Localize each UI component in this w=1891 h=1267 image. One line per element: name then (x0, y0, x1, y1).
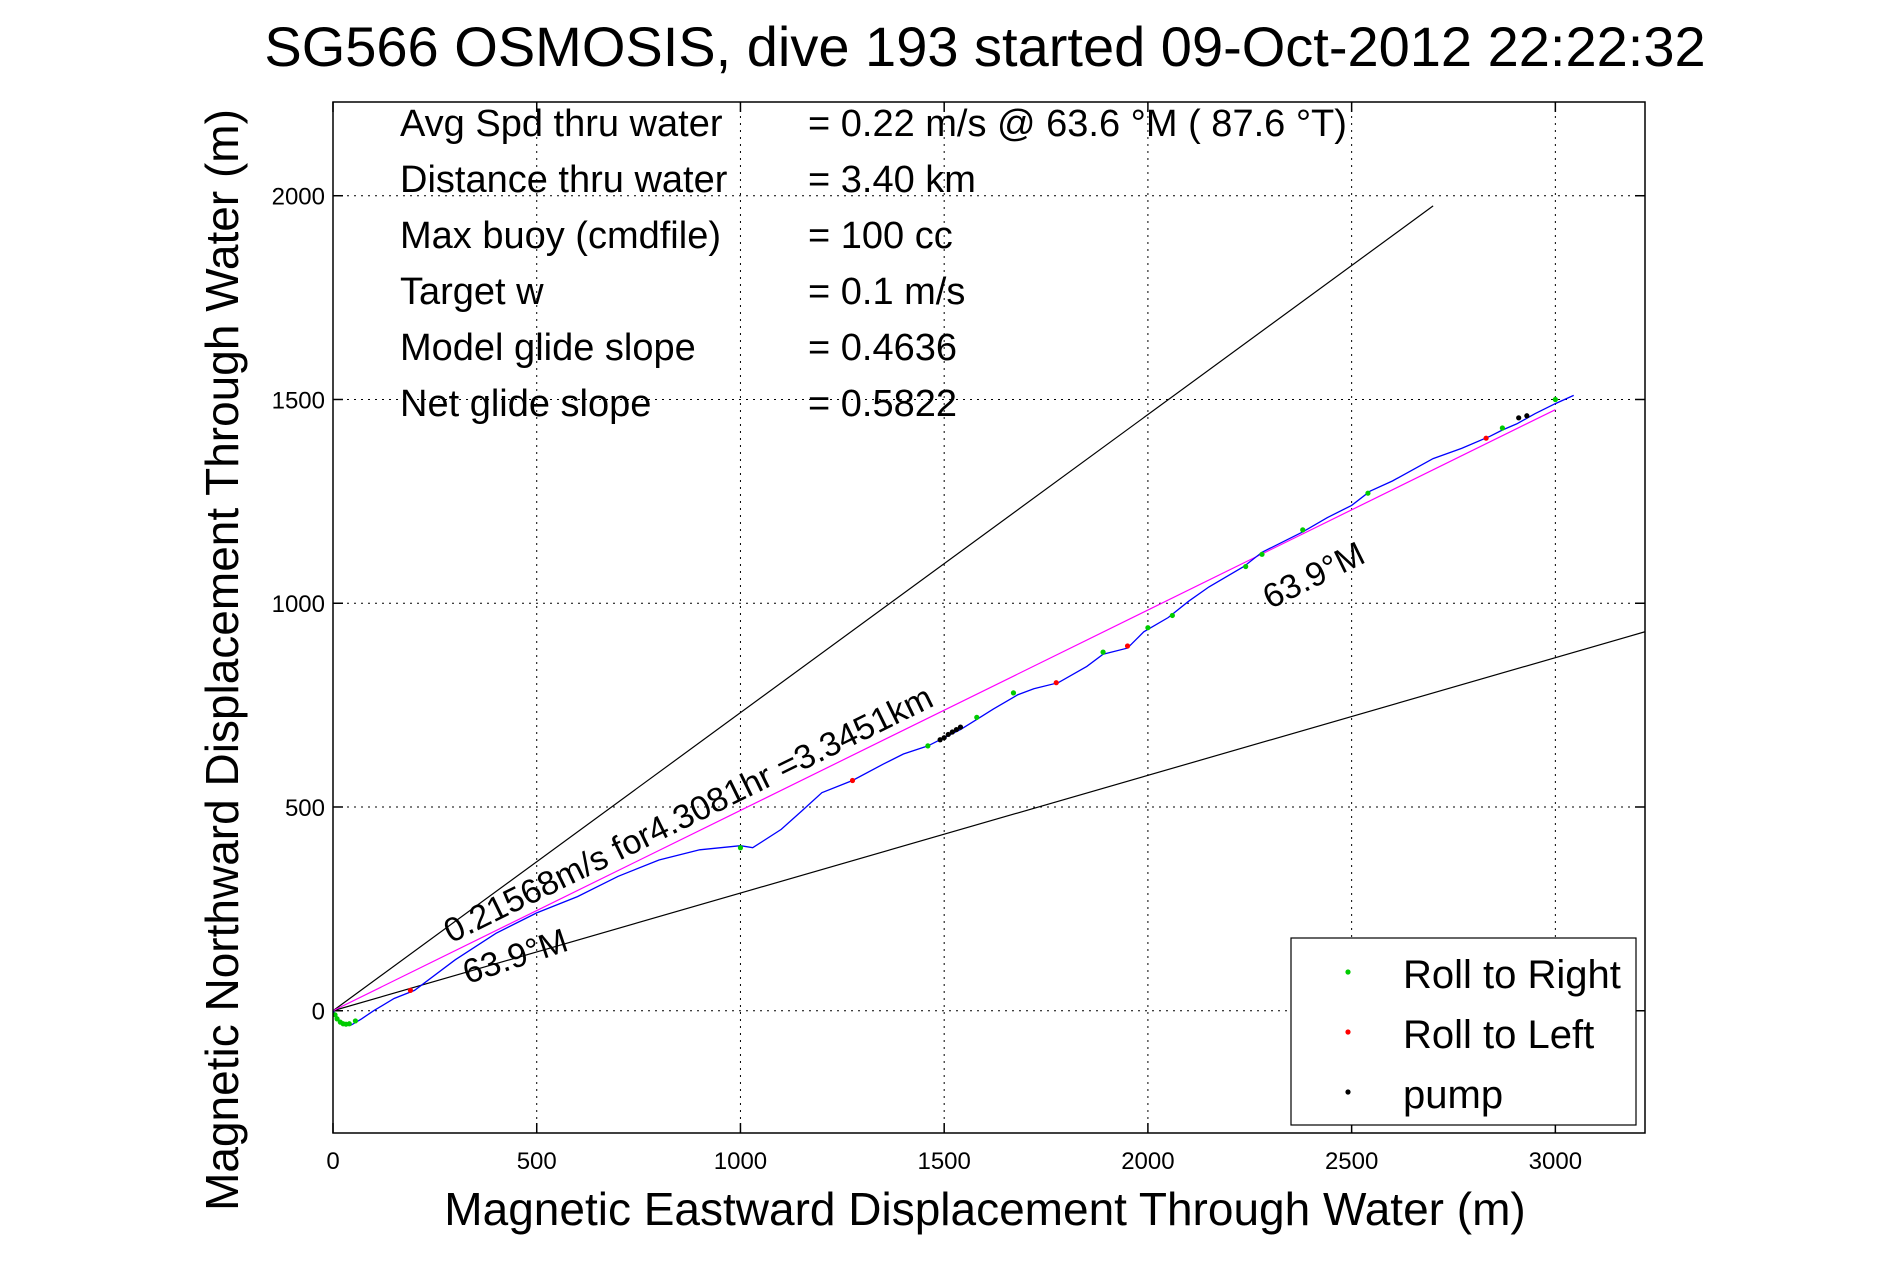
roll-to-right-point (1010, 690, 1017, 696)
roll-to-right-point (1145, 625, 1151, 631)
roll-to-left-point (1053, 680, 1059, 686)
info-value: = 3.40 km (808, 159, 976, 201)
info-label: Target w (400, 271, 544, 313)
roll-to-right-point (346, 1021, 352, 1027)
x-tick-label: 1500 (917, 1148, 970, 1175)
x-tick-label: 0 (326, 1148, 339, 1175)
pump-point (1516, 415, 1522, 421)
roll-to-right-point (334, 1016, 340, 1022)
legend-label: Roll to Left (1403, 1013, 1594, 1057)
roll-to-left-point (849, 777, 856, 784)
info-label: Model glide slope (400, 327, 696, 369)
x-axis-label: Magnetic Eastward Displacement Through W… (444, 1183, 1525, 1235)
info-value: = 100 cc (808, 215, 953, 257)
y-axis-label: Magnetic Northward Displacement Through … (196, 109, 248, 1211)
roll-to-right-point (925, 743, 931, 749)
roll-to-right-point (1169, 612, 1175, 619)
marker-layer (332, 396, 1558, 1027)
info-label: Net glide slope (400, 383, 651, 425)
y-tick-label: 1500 (272, 387, 325, 414)
x-tick-label: 2000 (1121, 1148, 1174, 1175)
reference-line-lower-bound (332, 631, 1646, 1012)
info-label: Avg Spd thru water (400, 103, 723, 145)
track-line (332, 394, 1574, 1026)
info-block: Avg Spd thru water = 0.22 m/s @ 63.6 °M (… (400, 103, 1347, 425)
roll-to-right-point (1100, 649, 1106, 655)
pump-point (957, 724, 964, 730)
x-tick-label: 500 (517, 1148, 557, 1175)
chart-title: SG566 OSMOSIS, dive 193 started 09-Oct-2… (264, 15, 1705, 78)
y-tick-label: 2000 (272, 184, 325, 211)
roll-to-right-point (352, 1018, 359, 1024)
legend-label: pump (1403, 1073, 1503, 1117)
roll-to-right-point (1365, 490, 1371, 496)
pump-point (1524, 413, 1530, 419)
roll-to-right-point (1499, 425, 1505, 431)
roll-to-right-point (974, 714, 980, 720)
legend: Roll to Right Roll to Left pump (1290, 937, 1637, 1126)
reference-line-upper-bound (332, 205, 1434, 1012)
info-value: = 0.22 m/s @ 63.6 °M ( 87.6 °T) (808, 103, 1347, 145)
x-tick-label: 1000 (714, 1148, 767, 1175)
pump-point (937, 737, 943, 743)
pump-point (945, 731, 951, 738)
info-value: = 0.1 m/s (808, 271, 965, 313)
roll-to-right-point (737, 845, 744, 851)
reference-line-mean-heading (332, 409, 1556, 1012)
y-tick-label: 500 (285, 795, 325, 822)
pump-point (949, 729, 955, 735)
x-tick-label: 2500 (1325, 1148, 1378, 1175)
roll-to-left-point (1483, 435, 1489, 441)
pump-point (941, 735, 947, 741)
roll-to-left-point (1124, 643, 1131, 649)
info-label: Max buoy (cmdfile) (400, 215, 721, 257)
info-label: Distance thru water (400, 159, 728, 201)
axes-frame (332, 101, 1646, 1134)
info-value: = 0.5822 (808, 383, 957, 425)
pump-point (953, 726, 960, 733)
roll-to-right-point (1552, 396, 1558, 403)
legend-label: Roll to Right (1403, 953, 1621, 997)
axis-ticks: 0 500 1000 1500 2000 2500 3000 0 500 1000 1500 2000 (272, 102, 1645, 1175)
info-value: = 0.4636 (808, 327, 957, 369)
legend-marker (1345, 969, 1351, 975)
x-tick-label: 3000 (1529, 1148, 1582, 1175)
legend-marker (1345, 1089, 1351, 1095)
y-tick-label: 0 (312, 999, 325, 1026)
legend-marker (1345, 1029, 1351, 1035)
roll-to-right-point (1300, 527, 1306, 533)
roll-to-right-point (1259, 551, 1265, 557)
roll-to-right-point (1243, 563, 1249, 570)
track-layer (332, 394, 1574, 1026)
reference-lines (332, 205, 1646, 1012)
roll-to-left-point (407, 987, 414, 993)
y-tick-label: 1000 (272, 591, 325, 618)
